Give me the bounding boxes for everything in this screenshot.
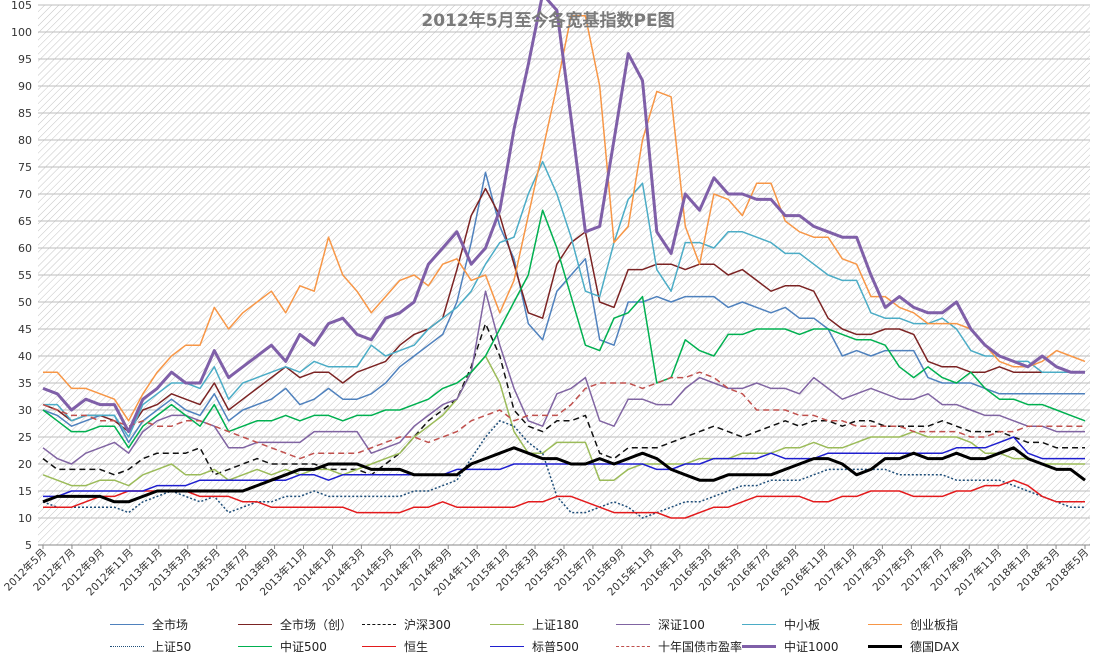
y-tick-label: 10 bbox=[18, 512, 32, 525]
legend-swatch bbox=[868, 623, 902, 625]
legend-item: 十年国债市盈率 bbox=[616, 636, 742, 656]
series-line-12 bbox=[42, 0, 1085, 434]
legend-label: 德国DAX bbox=[910, 639, 960, 654]
chart-legend: 全市场 全市场（创） 沪深300 上证180 深证100 中小板 创业板指上证50 中证500… bbox=[0, 612, 1102, 659]
legend-label: 中小板 bbox=[784, 617, 821, 632]
legend-swatch bbox=[616, 623, 650, 625]
legend-item: 中证500 bbox=[238, 636, 327, 656]
series-line-11 bbox=[42, 371, 1085, 460]
y-tick-label: 80 bbox=[18, 134, 32, 147]
y-tick-label: 20 bbox=[18, 458, 32, 471]
legend-swatch bbox=[110, 623, 144, 625]
legend-item: 创业板指 bbox=[868, 614, 958, 634]
legend-item: 深证100 bbox=[616, 614, 705, 634]
chart-title: 2012年5月至今各宽基指数PE图 bbox=[421, 10, 674, 31]
y-tick-label: 25 bbox=[18, 431, 32, 444]
legend-item: 德国DAX bbox=[868, 636, 959, 656]
series-line-5 bbox=[43, 160, 1085, 438]
legend-item: 沪深300 bbox=[362, 614, 451, 634]
series-line-0 bbox=[42, 171, 1085, 444]
legend-label: 恒生 bbox=[404, 639, 429, 654]
legend-label: 十年国债市盈率 bbox=[658, 639, 743, 654]
legend-swatch bbox=[868, 644, 902, 648]
series-line-9 bbox=[43, 479, 1085, 519]
series-line-1 bbox=[42, 187, 1085, 433]
legend-item: 全市场（创） bbox=[238, 614, 352, 634]
legend-swatch bbox=[238, 623, 272, 625]
series-line-6 bbox=[43, 15, 1086, 422]
legend-item: 上证50 bbox=[110, 636, 191, 656]
y-tick-label: 100 bbox=[11, 26, 32, 39]
legend-label: 沪深300 bbox=[404, 617, 451, 632]
y-tick-label: 30 bbox=[18, 404, 32, 417]
legend-swatch bbox=[110, 645, 144, 647]
y-tick-label: 85 bbox=[18, 107, 32, 120]
y-tick-label: 75 bbox=[18, 161, 32, 174]
legend-label: 上证180 bbox=[532, 617, 579, 632]
pe-line-chart: 5 10 15 20 25 30 35 40 45 50 55 60 65 70 75 80 85 90 95 100… bbox=[1, 0, 1091, 598]
legend-swatch bbox=[490, 623, 524, 625]
series-line-4 bbox=[42, 290, 1085, 465]
legend-label: 深证100 bbox=[658, 617, 705, 632]
legend-swatch bbox=[362, 645, 396, 647]
legend-label: 创业板指 bbox=[910, 617, 959, 632]
series-line-8 bbox=[42, 209, 1086, 449]
legend-item: 标普500 bbox=[490, 636, 579, 656]
y-tick-label: 45 bbox=[18, 323, 32, 336]
legend-swatch bbox=[742, 623, 776, 625]
legend-item: 中小板 bbox=[742, 614, 820, 634]
y-tick-label: 5 bbox=[25, 539, 32, 552]
legend-label: 上证50 bbox=[152, 639, 192, 654]
legend-label: 全市场（创） bbox=[280, 617, 353, 632]
legend-item: 恒生 bbox=[362, 636, 428, 656]
legend-swatch bbox=[616, 645, 650, 647]
y-tick-label: 60 bbox=[18, 242, 32, 255]
legend-swatch bbox=[362, 623, 396, 625]
y-tick-label: 90 bbox=[18, 80, 32, 93]
series-line-13 bbox=[42, 446, 1086, 504]
legend-label: 中证500 bbox=[280, 639, 327, 654]
y-tick-label: 40 bbox=[18, 350, 32, 363]
series-line-3 bbox=[42, 355, 1085, 487]
series-line-7 bbox=[42, 420, 1085, 519]
y-tick-label: 95 bbox=[18, 53, 32, 66]
legend-swatch bbox=[742, 644, 776, 648]
y-tick-label: 55 bbox=[18, 269, 32, 282]
y-tick-label: 65 bbox=[18, 215, 32, 228]
legend-item: 全市场 bbox=[110, 614, 188, 634]
legend-item: 上证180 bbox=[490, 614, 579, 634]
y-tick-label: 35 bbox=[18, 377, 32, 390]
y-tick-label: 15 bbox=[18, 485, 32, 498]
legend-swatch bbox=[238, 645, 272, 647]
series-lines bbox=[42, 0, 1086, 519]
y-tick-label: 70 bbox=[18, 188, 32, 201]
y-tick-label: 105 bbox=[11, 0, 32, 12]
legend-label: 全市场 bbox=[152, 617, 189, 632]
legend-label: 中证1000 bbox=[784, 639, 839, 654]
legend-label: 标普500 bbox=[532, 639, 579, 654]
y-tick-label: 50 bbox=[18, 296, 32, 309]
legend-item: 中证1000 bbox=[742, 636, 839, 656]
series-line-2 bbox=[42, 322, 1085, 476]
legend-swatch bbox=[490, 645, 524, 647]
